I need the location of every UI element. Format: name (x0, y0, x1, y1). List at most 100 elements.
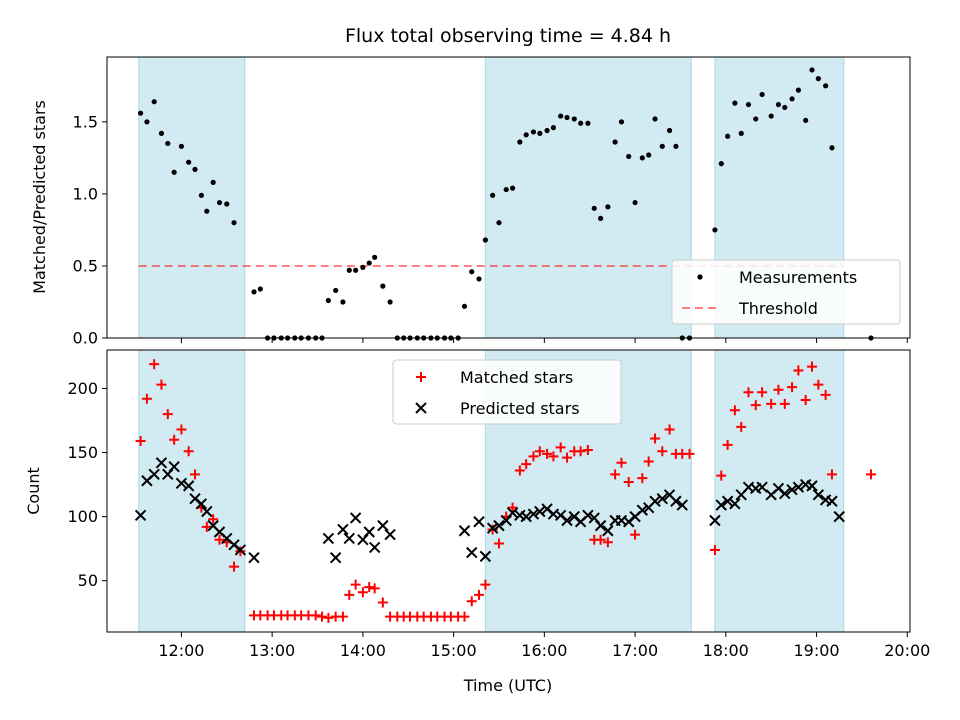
measurements-point (380, 283, 386, 289)
predicted-stars-point (594, 519, 607, 532)
y-tick-label: 0.5 (73, 256, 98, 275)
matched-stars-point (357, 587, 368, 598)
predicted-stars-point (756, 481, 768, 493)
matched-stars-point (595, 534, 606, 545)
measurements-point (803, 117, 809, 124)
star-count-points (134, 359, 876, 623)
matched-stars-point (709, 544, 720, 555)
measurements-point (591, 205, 597, 211)
matched-stars-point (793, 365, 804, 376)
matched-stars-point (616, 457, 627, 468)
matched-stars-point (201, 521, 212, 532)
measurements-point (571, 116, 577, 122)
measurements-point (659, 143, 665, 149)
predicted-stars-point (670, 495, 682, 507)
predicted-stars-point (534, 505, 546, 518)
measurements-point (646, 152, 652, 158)
y-tick-label: 100 (67, 507, 98, 526)
matched-stars-point (562, 452, 573, 463)
predicted-stars-point (729, 498, 741, 510)
y-tick-label: 150 (67, 443, 98, 462)
star-count-panel: 50 100 150 200 12:00 13:00 14:00 15:00 16:00 17:… (24, 349, 930, 695)
measurements-point (789, 96, 795, 102)
legend-marker (416, 372, 426, 382)
measurements-point (333, 287, 339, 294)
y-tick-label: 50 (78, 571, 98, 590)
matched-stars-point (736, 421, 747, 432)
matched-stars-point (716, 470, 727, 481)
matched-stars-point (459, 611, 470, 622)
predicted-stars-point (582, 509, 594, 522)
predicted-stars-point (826, 495, 838, 507)
x-tick-label: 20:00 (884, 641, 930, 660)
x-tick-label: 13:00 (249, 641, 295, 660)
observing-interval (138, 349, 246, 633)
measurements-point (612, 139, 618, 145)
y-tick-label: 1.0 (73, 184, 98, 203)
predicted-stars-point (384, 528, 396, 541)
matched-stars-point (555, 442, 566, 453)
matched-stars-point (190, 469, 201, 480)
observing-interval (484, 56, 692, 339)
matched-stars-point (208, 514, 219, 525)
predicted-stars-point (812, 489, 825, 501)
predicted-stars-point (786, 484, 798, 496)
measurements-point (759, 91, 765, 98)
predicted-stars-point (168, 460, 180, 473)
predicted-stars-point (506, 507, 519, 519)
legend: Matched stars Predicted stars (392, 359, 622, 425)
predicted-stars-point (201, 505, 213, 518)
legend-box (392, 359, 622, 425)
measurements-point (366, 260, 372, 266)
measurements-point (829, 145, 835, 151)
matched-stars-point (317, 611, 328, 622)
matched-stars-point (480, 579, 491, 590)
matched-stars-point (575, 446, 586, 457)
predicted-stars-point (148, 468, 160, 481)
matched-stars-point (548, 451, 559, 462)
predicted-stars-point (676, 499, 688, 511)
matched-stars-point (466, 596, 477, 607)
measurements-point (809, 67, 815, 73)
measurements-point (775, 101, 782, 108)
predicted-stars-point (649, 495, 661, 507)
legend-label: Threshold (738, 299, 818, 318)
matched-stars-point (650, 433, 661, 444)
y-tick-label: 200 (67, 379, 98, 398)
predicted-stars-point (636, 504, 649, 516)
matched-stars-point (787, 382, 798, 393)
measurements-point (257, 286, 263, 292)
measurements-point (666, 127, 673, 134)
matched-stars-point (350, 579, 361, 590)
measurements-point (626, 153, 632, 160)
measurements-point (618, 119, 625, 125)
matched-stars-point (820, 389, 831, 400)
matched-stars-point (229, 561, 240, 572)
matched-stars-point (323, 612, 334, 623)
measurements-point (558, 113, 564, 119)
predicted-stars-point (377, 519, 389, 532)
measurements-point (251, 289, 257, 295)
y-tick-label: 0.0 (73, 329, 98, 348)
measurements-point (639, 155, 645, 161)
predicted-stars-point (234, 544, 247, 556)
measurements-point (509, 185, 516, 191)
matched-stars-point (757, 387, 768, 398)
y-ticks: 50 100 150 200 (67, 379, 107, 590)
measurements-point (517, 139, 523, 145)
matched-stars-point (643, 456, 654, 467)
y-axis-label: Matched/Predicted stars (30, 100, 49, 294)
matched-stars-point (507, 502, 518, 513)
predicted-stars-point (792, 481, 805, 493)
measurements-point (605, 204, 611, 210)
measurements-point (718, 161, 724, 167)
matched-stars-point (826, 469, 837, 480)
measurements-point (725, 133, 731, 139)
chart-title: Flux total observing time = 4.84 h (345, 25, 671, 47)
predicted-stars-point (709, 514, 721, 527)
measurements-point (171, 169, 177, 175)
measurements-point (496, 220, 502, 226)
matched-stars-point (141, 393, 152, 404)
measurements-point (210, 179, 216, 185)
predicted-stars-point (486, 522, 499, 534)
